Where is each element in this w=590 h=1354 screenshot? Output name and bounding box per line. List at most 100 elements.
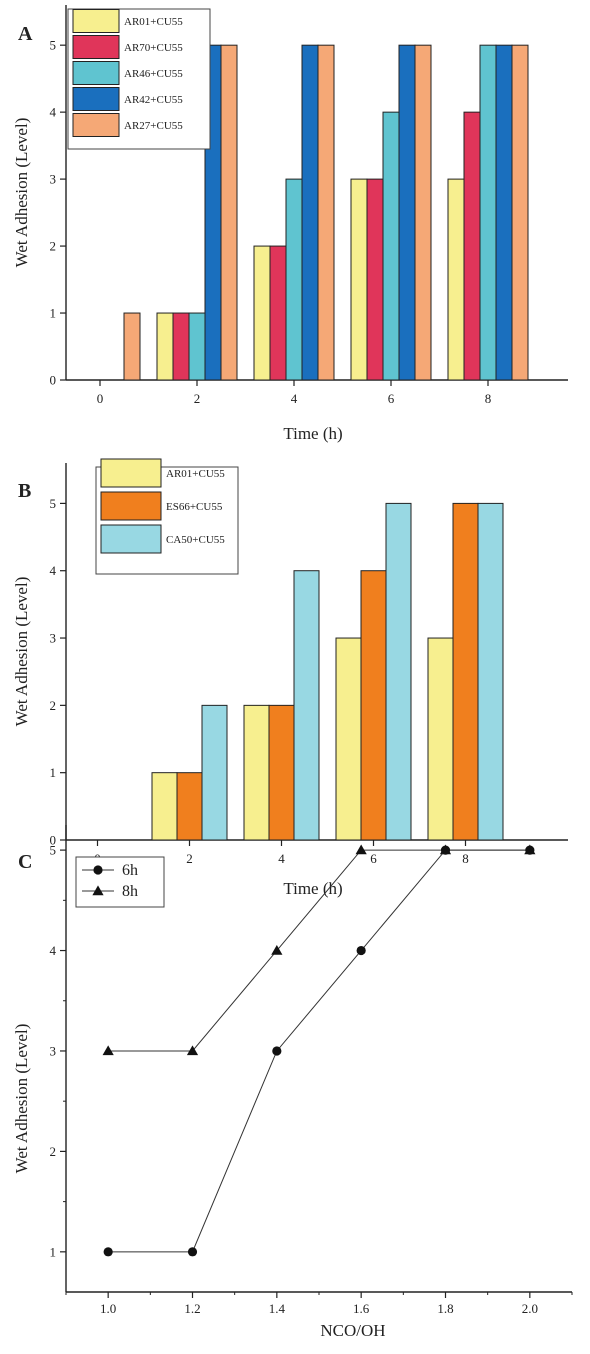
data-point-6h xyxy=(187,1247,198,1257)
bar xyxy=(176,772,203,841)
x-axis-title: Time (h) xyxy=(283,879,342,898)
y-tick-label: 1 xyxy=(50,1244,57,1259)
bar xyxy=(268,704,295,841)
x-axis-title: NCO/OH xyxy=(320,1321,385,1340)
bar xyxy=(188,312,206,381)
y-axis-title: Wet Adhesion (Level) xyxy=(12,118,31,268)
x-tick-label: 8 xyxy=(462,851,469,866)
legend-swatch xyxy=(72,113,120,137)
legend-label: ES66+CU55 xyxy=(166,501,223,513)
bar xyxy=(317,44,335,381)
bar xyxy=(382,111,400,381)
bar xyxy=(335,637,362,841)
y-tick-label: 3 xyxy=(50,631,57,646)
y-tick-label: 3 xyxy=(50,172,57,187)
data-point-8h xyxy=(355,844,367,855)
legend-label: AR46+CU55 xyxy=(124,68,183,80)
bar xyxy=(452,502,479,841)
y-tick-label: 4 xyxy=(50,563,57,578)
bar xyxy=(398,44,416,381)
legend-label: 8h xyxy=(122,883,138,900)
x-tick-label: 2 xyxy=(194,391,201,406)
panel-label: C xyxy=(18,851,32,873)
x-tick-label: 4 xyxy=(291,391,298,406)
y-tick-label: 2 xyxy=(50,239,57,254)
bar xyxy=(479,44,497,381)
bar xyxy=(511,44,529,381)
y-tick-label: 0 xyxy=(50,373,57,388)
bar xyxy=(285,178,303,381)
bar xyxy=(253,245,271,381)
bar xyxy=(366,178,384,381)
y-tick-label: 1 xyxy=(50,765,57,780)
legend-label: 6h xyxy=(122,862,138,879)
data-point-8h xyxy=(271,944,283,955)
panel-c: 1 2 3 4 5 1.0 1.2 1.4 1.6 1.8 2.0 NCO/OH Wet Adhesio… xyxy=(12,825,573,1340)
bar xyxy=(350,178,368,381)
legend-marker xyxy=(93,865,103,875)
panel-label: B xyxy=(18,480,31,502)
x-tick-label: 6 xyxy=(370,851,377,866)
legend-box xyxy=(75,856,165,908)
legend-swatch xyxy=(72,35,120,59)
bar xyxy=(427,637,454,841)
bar xyxy=(301,44,319,381)
data-point-8h xyxy=(102,1045,114,1056)
y-axis-title: Wet Adhesion (Level) xyxy=(12,577,31,727)
x-tick-label: 1.0 xyxy=(100,1301,116,1316)
y-tick-label: 4 xyxy=(50,943,57,958)
legend-swatch xyxy=(72,9,120,33)
legend-swatch xyxy=(100,458,162,488)
data-point-6h xyxy=(356,945,366,956)
x-tick-label: 2.0 xyxy=(522,1301,538,1316)
x-tick-label: 8 xyxy=(485,391,492,406)
legend-label: AR70+CU55 xyxy=(124,42,183,54)
x-tick-label: 2 xyxy=(186,851,193,866)
panel-a: 0 1 2 3 4 5 0 2 4 6 8 Time (h) Wet Adhesion (Level) A… xyxy=(12,5,568,443)
bar xyxy=(463,111,481,381)
y-tick-label: 3 xyxy=(50,1043,57,1058)
data-point-6h xyxy=(440,845,451,855)
y-axis-title: Wet Adhesion (Level) xyxy=(12,1024,31,1174)
bar xyxy=(156,312,174,381)
legend-swatch xyxy=(72,61,120,85)
legend-swatch xyxy=(72,87,120,111)
bar xyxy=(360,570,387,841)
y-tick-label: 2 xyxy=(50,1144,57,1159)
legend-label: AR42+CU55 xyxy=(124,94,183,106)
bar xyxy=(269,245,287,381)
bar xyxy=(172,312,190,381)
x-axis-title: Time (h) xyxy=(283,424,342,443)
legend-label: AR27+CU55 xyxy=(124,120,183,132)
y-tick-label: 5 xyxy=(50,843,57,858)
bar xyxy=(123,312,141,381)
series-line-6h xyxy=(108,849,530,1253)
bar xyxy=(243,704,270,841)
legend: AR01+CU55 ES66+CU55 CA50+CU55 xyxy=(95,458,239,575)
x-tick-label: 1.4 xyxy=(269,1301,286,1316)
x-tick-label: 1.2 xyxy=(184,1301,200,1316)
bar xyxy=(385,502,412,841)
legend-label: CA50+CU55 xyxy=(166,534,225,546)
data-point-6h xyxy=(103,1247,113,1257)
bar xyxy=(477,502,504,841)
bar xyxy=(201,704,228,841)
x-tick-label: 6 xyxy=(388,391,395,406)
y-tick-label: 1 xyxy=(50,306,57,321)
bar xyxy=(293,570,320,841)
panel-label: A xyxy=(18,23,33,45)
y-tick-label: 5 xyxy=(50,38,57,53)
bar xyxy=(414,44,432,381)
bar xyxy=(151,772,178,841)
y-tick-label: 2 xyxy=(50,698,57,713)
y-tick-label: 4 xyxy=(50,105,57,120)
data-point-6h xyxy=(525,845,535,855)
data-point-6h xyxy=(272,1046,282,1056)
legend-marker xyxy=(92,885,104,896)
y-tick-label: 5 xyxy=(50,496,57,511)
legend-label: AR01+CU55 xyxy=(166,468,225,480)
data-point-8h xyxy=(186,1045,199,1056)
